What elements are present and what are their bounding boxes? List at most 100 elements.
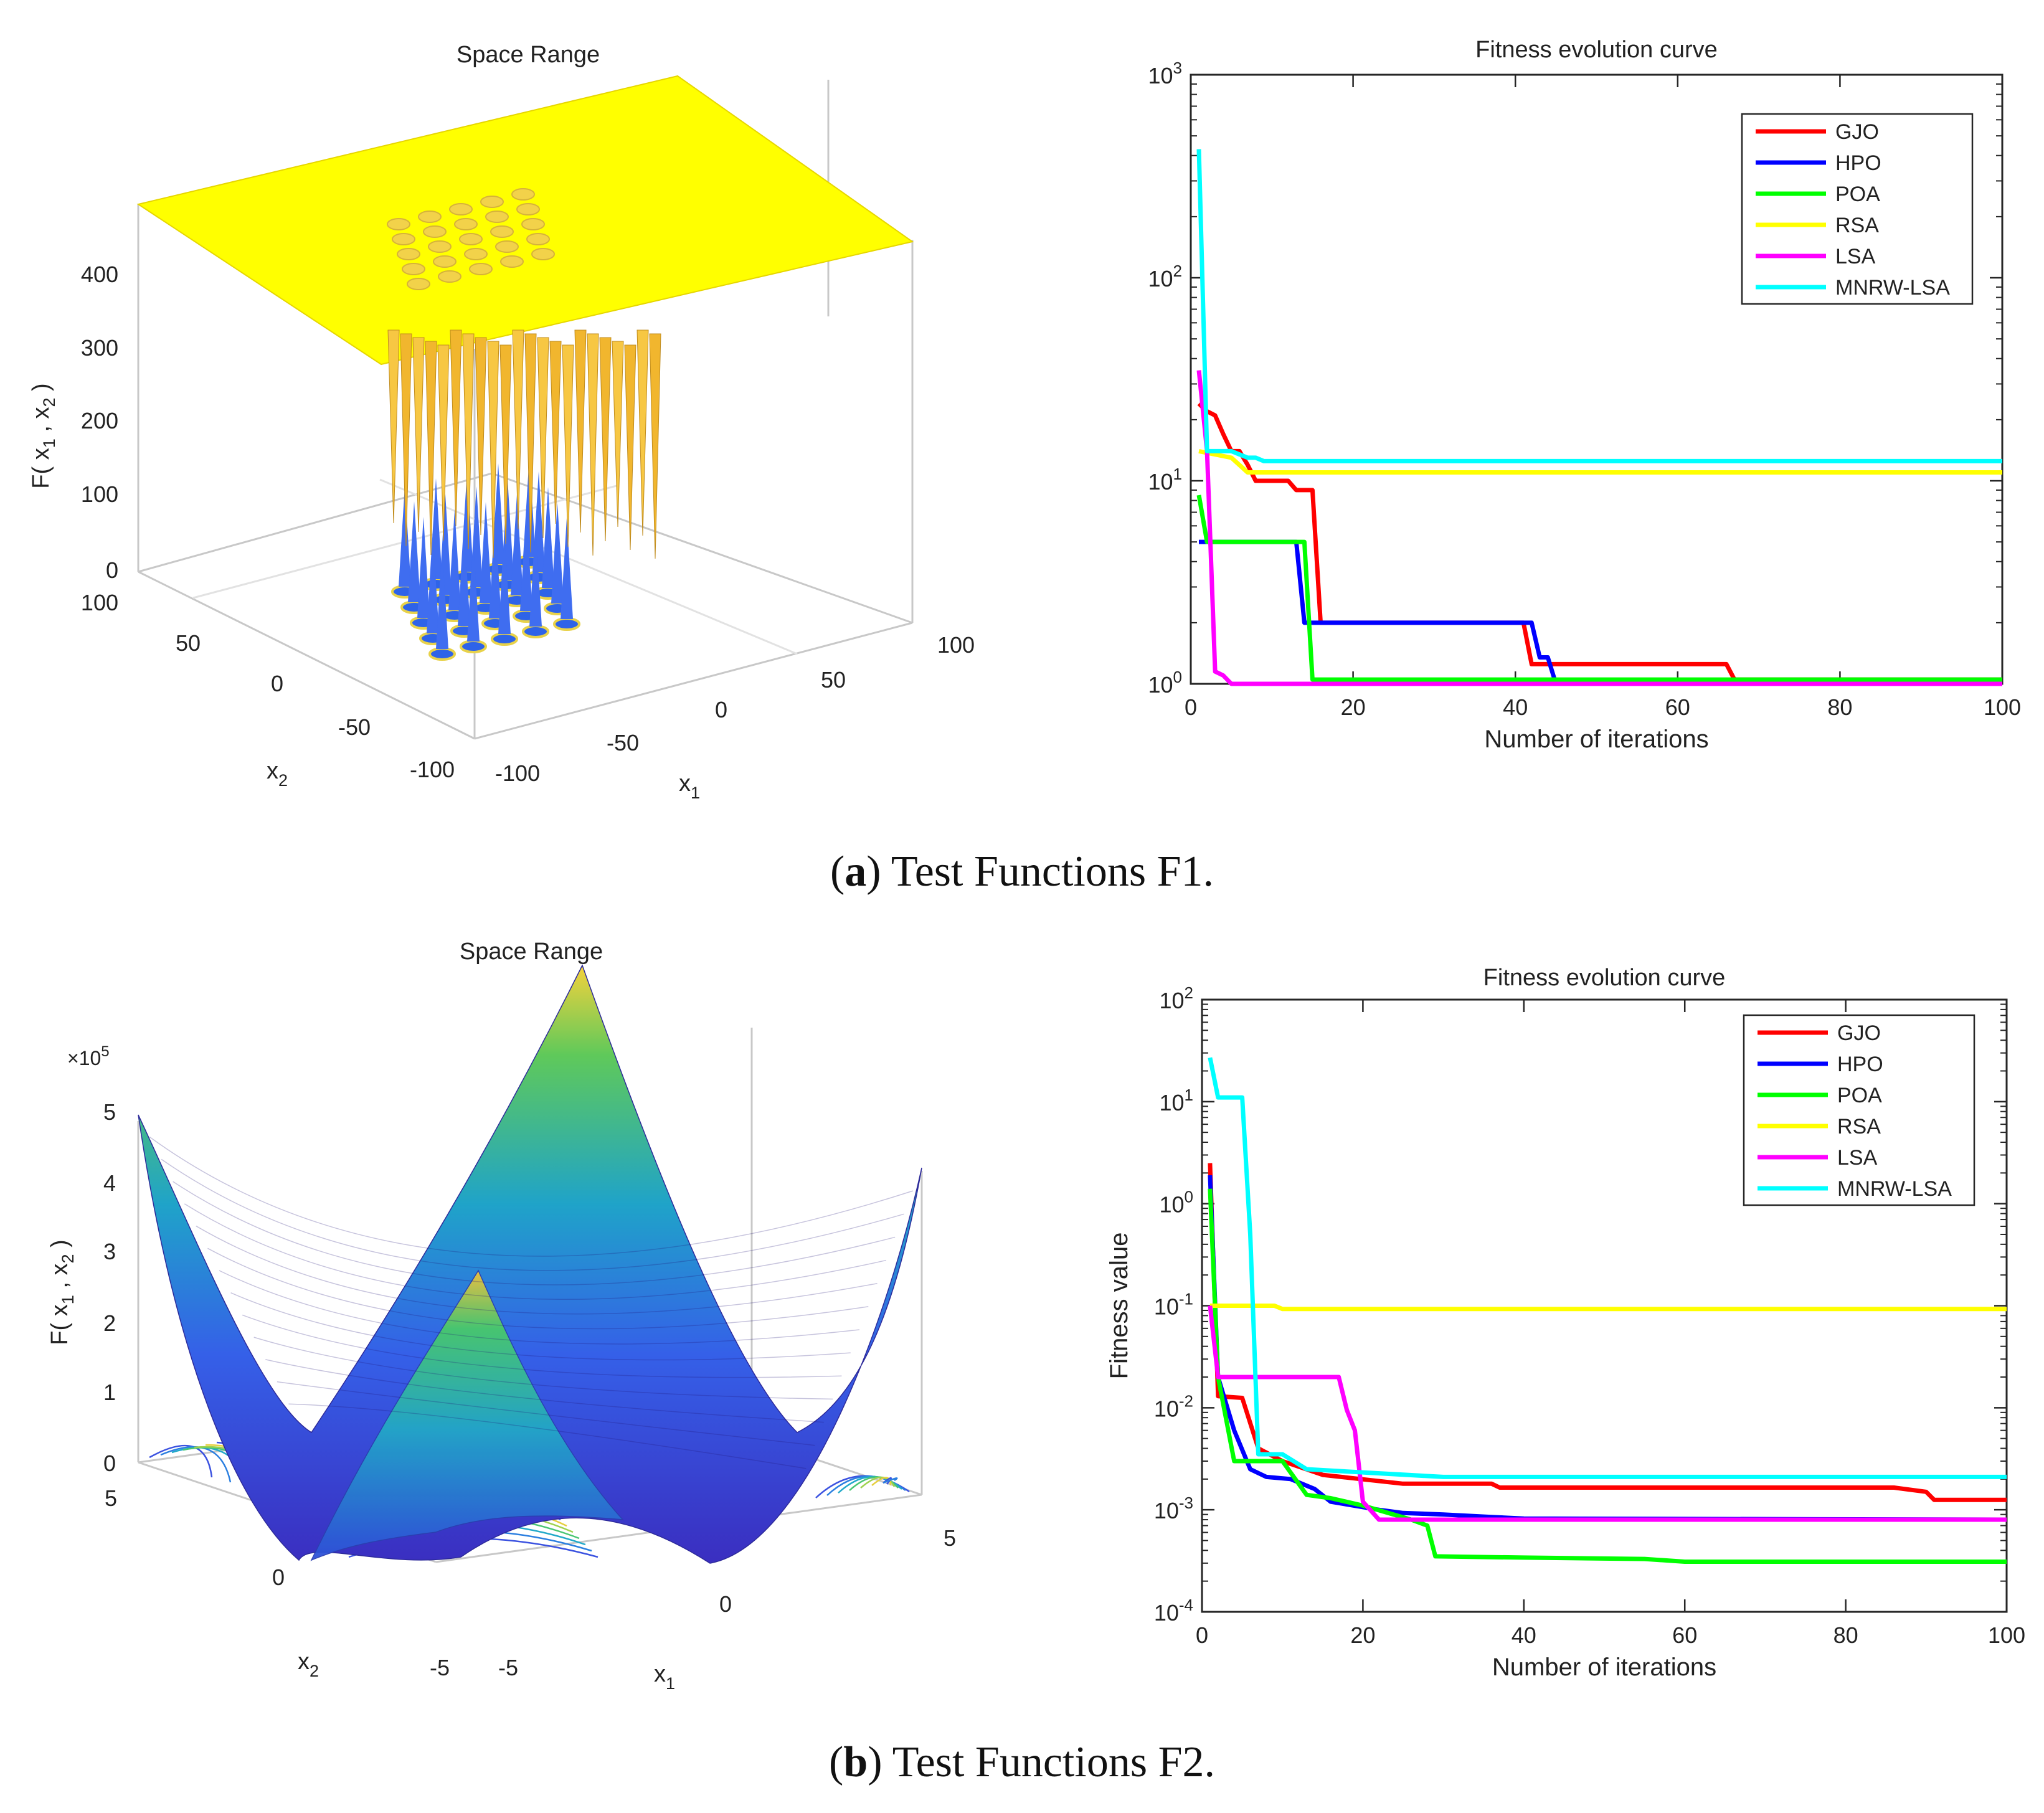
plateau-dimple [526, 233, 550, 245]
series-line-poa [1196, 495, 2002, 682]
legend-label: HPO [1835, 151, 1881, 175]
plateau-dimple [402, 263, 425, 275]
plateau-dimple [521, 218, 545, 230]
x2-tick-label: 5 [105, 1485, 117, 1511]
z-exponent-label: ×105 [67, 1043, 110, 1069]
surface-spike-base [520, 510, 532, 611]
fitness-chart-f2: Fitness evolution curve 10-4 10-3 10-2 10-1 1… [1105, 965, 2025, 1681]
surface-spike-base [498, 533, 511, 634]
x-tick-label: 60 [1665, 694, 1690, 720]
plateau-dimple [438, 270, 461, 283]
legend-label: MNRW-LSA [1835, 276, 1950, 300]
surface-spike-base [561, 518, 573, 619]
surface-well [553, 617, 580, 631]
x2-tick-label: 100 [81, 590, 118, 615]
surface-title: Space Range [460, 939, 603, 965]
x-tick-label: 0 [1196, 1622, 1208, 1648]
surface-spike [425, 341, 437, 556]
mesh-line [242, 1314, 842, 1378]
surface-plot-f1: Space Range 400 300 200 100 0 F( x1 , x2… [28, 42, 975, 802]
x2-tick-label: 0 [272, 1564, 285, 1590]
surface-spike [499, 344, 512, 544]
mesh-line [265, 1359, 824, 1423]
z-tick-label: 300 [81, 335, 118, 361]
legend-label: POA [1835, 182, 1880, 206]
x-tick-label: 100 [1988, 1622, 2025, 1648]
mesh-line [207, 1247, 869, 1330]
z-tick-label: 100 [81, 481, 118, 507]
surface-spike-base [458, 525, 470, 626]
fitness-chart-f1: Fitness evolution curve 100 101 102 103 0 20 40… [1148, 37, 2021, 753]
surface-spike [437, 344, 450, 541]
plateau-dimple [423, 225, 447, 238]
surface-spike [587, 333, 599, 556]
x1-tick-label: 0 [715, 697, 727, 722]
surface-spike-base [448, 509, 461, 610]
plateau-dimple [511, 188, 535, 201]
x1-tick-label: 5 [944, 1525, 956, 1551]
x-tick-label: 20 [1350, 1622, 1375, 1648]
plateau-dimple [500, 255, 524, 268]
mesh-line [149, 1137, 913, 1257]
surface-spike [574, 329, 587, 533]
z-tick-label: 3 [103, 1239, 116, 1264]
x2-axis-label: x2 [267, 758, 288, 790]
legend-label: POA [1837, 1084, 1882, 1107]
surface-spike-base [551, 503, 564, 604]
x2-tick-label: -5 [430, 1655, 450, 1680]
surface-spike [400, 333, 412, 547]
x-tick-label: 60 [1672, 1622, 1697, 1648]
plateau-dimple [459, 233, 483, 245]
plateau-dimple [531, 248, 555, 260]
x-axis-label: Number of iterations [1492, 1654, 1716, 1681]
contour-line [160, 1446, 232, 1483]
surface-spike [462, 333, 475, 550]
y-tick-label: 10-3 [1154, 1493, 1193, 1523]
mesh-line [277, 1381, 815, 1446]
x1-tick-label: -50 [607, 730, 639, 755]
legend-box [1741, 113, 1974, 305]
plateau-dimple [433, 255, 457, 268]
surface-spike [487, 341, 499, 559]
x2-tick-label: -50 [338, 714, 371, 740]
mesh-line [288, 1403, 807, 1469]
y-tick-label: 100 [1159, 1188, 1193, 1218]
plateau-dimple [485, 211, 509, 223]
x-tick-label: 40 [1512, 1622, 1536, 1648]
z-tick-label: 400 [81, 262, 118, 287]
legend-label: LSA [1835, 245, 1876, 268]
x1-tick-label: -100 [495, 760, 540, 786]
x-tick-label: 100 [1984, 694, 2021, 720]
plateau-dimple [490, 225, 514, 238]
z-axis-label: F( x1 , x2 ) [28, 383, 59, 488]
plateau-dimple [469, 263, 493, 275]
y-tick-label: 102 [1159, 983, 1193, 1013]
surface-spike-base [467, 541, 480, 641]
surface-spike [612, 341, 624, 528]
surface-spike [636, 329, 649, 536]
surface-spikes [387, 329, 661, 649]
legend-label: RSA [1837, 1115, 1881, 1138]
x1-tick-label: 100 [937, 632, 975, 658]
surface-well [428, 647, 456, 661]
legend-label: HPO [1837, 1053, 1883, 1076]
y-tick-label: 101 [1148, 465, 1182, 495]
plateau-dimple [464, 248, 488, 260]
legend-label: GJO [1837, 1021, 1881, 1045]
series-line-gjo [1208, 1163, 2007, 1502]
chart-title: Fitness evolution curve [1483, 965, 1726, 991]
plateau-dimple [495, 240, 519, 253]
surface-spike-base [489, 518, 501, 618]
z-tick-label: 4 [103, 1170, 116, 1196]
x-tick-label: 80 [1827, 694, 1852, 720]
surface-spike [649, 333, 661, 559]
surface-title: Space Range [457, 42, 600, 68]
x2-tick-label: 50 [176, 630, 201, 656]
series-line-mnrw-lsa [1196, 149, 2002, 463]
mesh-line [196, 1225, 878, 1315]
y-tick-label: 10-1 [1154, 1290, 1193, 1320]
mesh-line [253, 1337, 833, 1400]
contour-line [882, 1477, 898, 1484]
mesh-line [184, 1203, 887, 1300]
surface-spike [475, 337, 487, 536]
